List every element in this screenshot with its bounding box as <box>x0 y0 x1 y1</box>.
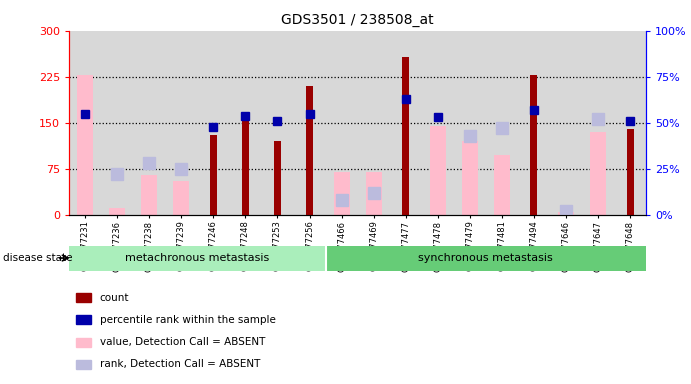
Text: synchronous metastasis: synchronous metastasis <box>419 253 553 263</box>
FancyBboxPatch shape <box>165 31 198 215</box>
FancyBboxPatch shape <box>133 31 165 215</box>
Bar <box>69 246 325 271</box>
Bar <box>627 129 634 215</box>
FancyBboxPatch shape <box>69 31 101 215</box>
Bar <box>210 135 217 215</box>
FancyBboxPatch shape <box>294 31 325 215</box>
Bar <box>77 75 93 215</box>
Bar <box>306 86 313 215</box>
Bar <box>531 75 538 215</box>
FancyBboxPatch shape <box>422 31 454 215</box>
Bar <box>173 181 189 215</box>
Bar <box>590 132 606 215</box>
Bar <box>274 141 281 215</box>
FancyBboxPatch shape <box>229 31 261 215</box>
Bar <box>430 126 446 215</box>
Text: metachronous metastasis: metachronous metastasis <box>125 253 269 263</box>
Bar <box>141 175 158 215</box>
FancyBboxPatch shape <box>518 31 550 215</box>
Bar <box>366 172 381 215</box>
FancyBboxPatch shape <box>101 31 133 215</box>
FancyBboxPatch shape <box>261 31 294 215</box>
Text: percentile rank within the sample: percentile rank within the sample <box>100 315 276 325</box>
Bar <box>558 212 574 215</box>
FancyBboxPatch shape <box>454 31 486 215</box>
Title: GDS3501 / 238508_at: GDS3501 / 238508_at <box>281 13 434 27</box>
Text: rank, Detection Call = ABSENT: rank, Detection Call = ABSENT <box>100 359 260 369</box>
Text: count: count <box>100 293 129 303</box>
FancyBboxPatch shape <box>390 31 422 215</box>
Bar <box>494 155 510 215</box>
FancyBboxPatch shape <box>357 31 390 215</box>
Bar <box>109 208 125 215</box>
Bar <box>242 114 249 215</box>
FancyBboxPatch shape <box>325 31 357 215</box>
FancyBboxPatch shape <box>614 31 646 215</box>
Bar <box>325 246 646 271</box>
Text: disease state: disease state <box>3 253 73 263</box>
Bar <box>462 141 477 215</box>
Bar <box>402 56 409 215</box>
FancyBboxPatch shape <box>550 31 582 215</box>
FancyBboxPatch shape <box>198 31 229 215</box>
FancyBboxPatch shape <box>582 31 614 215</box>
Bar <box>334 172 350 215</box>
Text: value, Detection Call = ABSENT: value, Detection Call = ABSENT <box>100 337 265 347</box>
FancyBboxPatch shape <box>486 31 518 215</box>
